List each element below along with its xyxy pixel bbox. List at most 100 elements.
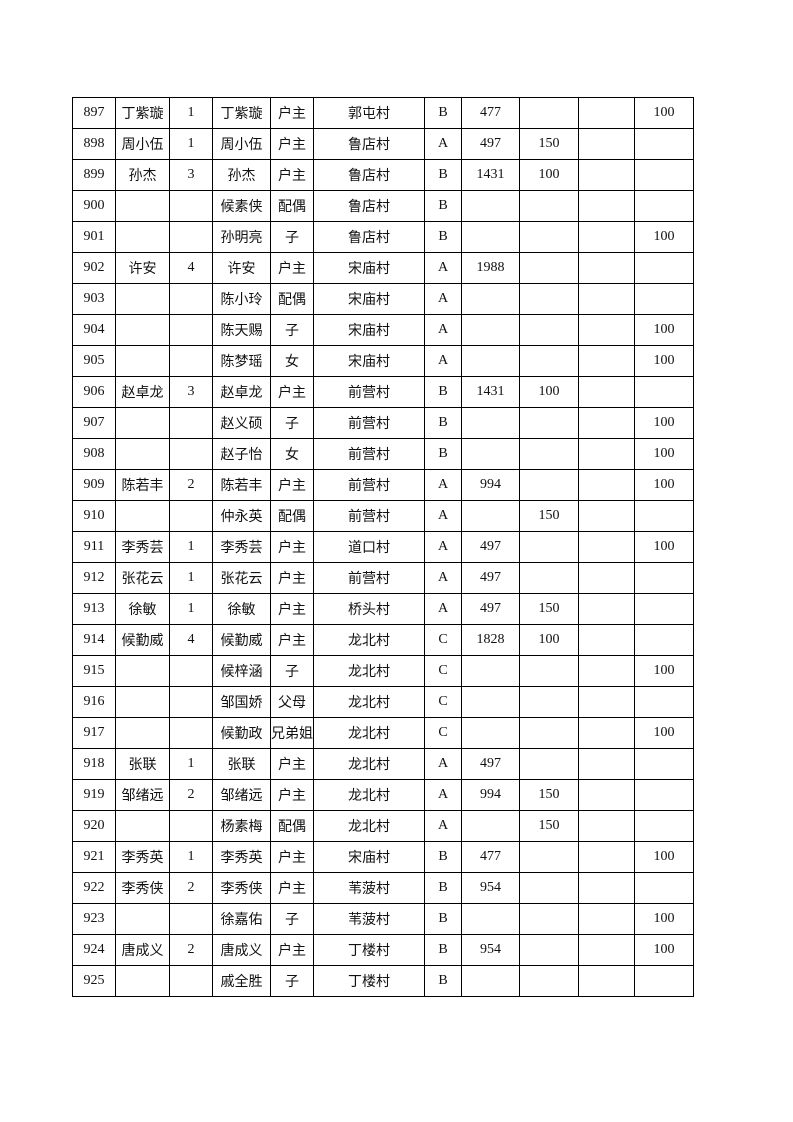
table-cell: [115, 407, 170, 439]
table-cell: 924: [72, 934, 116, 966]
table-body: 897 丁紫璇 1 丁紫璇 户主 郭屯村 B 477 100 898 周小伍 1 周小伍 户主 鲁店村 A 49…: [72, 97, 694, 997]
table-cell: B: [424, 407, 462, 439]
table-cell: [578, 934, 635, 966]
table-cell: 龙北村: [313, 655, 425, 687]
table-cell: [519, 903, 579, 935]
table-cell: [461, 686, 520, 718]
table-cell: B: [424, 872, 462, 904]
table-cell: 子: [270, 221, 314, 253]
table-cell: [519, 221, 579, 253]
table-cell: [461, 190, 520, 222]
table-cell: 1: [169, 128, 213, 160]
table-cell: 150: [519, 128, 579, 160]
table-cell: B: [424, 159, 462, 191]
table-cell: 子: [270, 407, 314, 439]
table-cell: 配偶: [270, 190, 314, 222]
table-cell: 丁楼村: [313, 934, 425, 966]
table-cell: 候素侠: [212, 190, 271, 222]
table-cell: 497: [461, 562, 520, 594]
table-cell: 唐成义: [212, 934, 271, 966]
table-cell: A: [424, 500, 462, 532]
table-cell: 户主: [270, 872, 314, 904]
table-cell: 丁紫璇: [212, 97, 271, 129]
table-cell: [461, 345, 520, 377]
table-cell: 4: [169, 252, 213, 284]
table-cell: [578, 376, 635, 408]
table-cell: 915: [72, 655, 116, 687]
table-cell: 户主: [270, 469, 314, 501]
table-cell: 497: [461, 531, 520, 563]
table-cell: 陈天赐: [212, 314, 271, 346]
table-cell: 龙北村: [313, 779, 425, 811]
table-row: 916 邹国娇 父母 龙北村 C: [72, 686, 694, 718]
table-cell: 鲁店村: [313, 159, 425, 191]
table-cell: 赵卓龙: [115, 376, 170, 408]
table-cell: 前营村: [313, 562, 425, 594]
table-cell: 922: [72, 872, 116, 904]
table-cell: [461, 314, 520, 346]
table-cell: 户主: [270, 252, 314, 284]
table-cell: [461, 221, 520, 253]
table-cell: [519, 469, 579, 501]
table-cell: 仲永英: [212, 500, 271, 532]
table-cell: [519, 872, 579, 904]
table-cell: 913: [72, 593, 116, 625]
table-cell: A: [424, 345, 462, 377]
table-cell: 954: [461, 934, 520, 966]
table-cell: 1431: [461, 159, 520, 191]
table-cell: [169, 686, 213, 718]
table-cell: 899: [72, 159, 116, 191]
table-row: 897 丁紫璇 1 丁紫璇 户主 郭屯村 B 477 100: [72, 97, 694, 129]
table-cell: 898: [72, 128, 116, 160]
table-cell: [519, 965, 579, 997]
table-cell: C: [424, 717, 462, 749]
table-cell: B: [424, 438, 462, 470]
table-cell: 配偶: [270, 500, 314, 532]
table-cell: 徐敏: [115, 593, 170, 625]
table-cell: 龙北村: [313, 810, 425, 842]
table-cell: [578, 593, 635, 625]
table-cell: 900: [72, 190, 116, 222]
table-cell: 候勤威: [212, 624, 271, 656]
table-cell: [578, 314, 635, 346]
table-cell: 497: [461, 128, 520, 160]
table-cell: [115, 717, 170, 749]
table-cell: 905: [72, 345, 116, 377]
table-cell: [115, 221, 170, 253]
table-cell: [169, 655, 213, 687]
table-cell: 100: [634, 97, 694, 129]
table-cell: 桥头村: [313, 593, 425, 625]
table-cell: 配偶: [270, 810, 314, 842]
table-cell: 户主: [270, 531, 314, 563]
table-cell: 丁紫璇: [115, 97, 170, 129]
table-cell: [115, 500, 170, 532]
table-cell: 户主: [270, 748, 314, 780]
table-cell: [578, 252, 635, 284]
table-cell: [115, 655, 170, 687]
table-cell: [519, 314, 579, 346]
table-cell: [578, 128, 635, 160]
table-cell: 宋庙村: [313, 345, 425, 377]
table-cell: 903: [72, 283, 116, 315]
table-cell: [115, 190, 170, 222]
table-cell: [461, 717, 520, 749]
table-cell: [461, 965, 520, 997]
table-cell: 994: [461, 779, 520, 811]
table-cell: [169, 810, 213, 842]
table-cell: [169, 345, 213, 377]
table-cell: 100: [634, 655, 694, 687]
table-cell: 前营村: [313, 438, 425, 470]
table-cell: 张联: [212, 748, 271, 780]
table-cell: A: [424, 562, 462, 594]
table-cell: 宋庙村: [313, 252, 425, 284]
table-cell: 兄弟姐妹: [270, 717, 314, 749]
table-cell: [519, 686, 579, 718]
table-cell: [115, 314, 170, 346]
table-cell: [578, 531, 635, 563]
table-cell: [634, 872, 694, 904]
table-row: 914 候勤威 4 候勤威 户主 龙北村 C 1828 100: [72, 624, 694, 656]
table-cell: [634, 624, 694, 656]
table-cell: [634, 593, 694, 625]
table-cell: [578, 810, 635, 842]
